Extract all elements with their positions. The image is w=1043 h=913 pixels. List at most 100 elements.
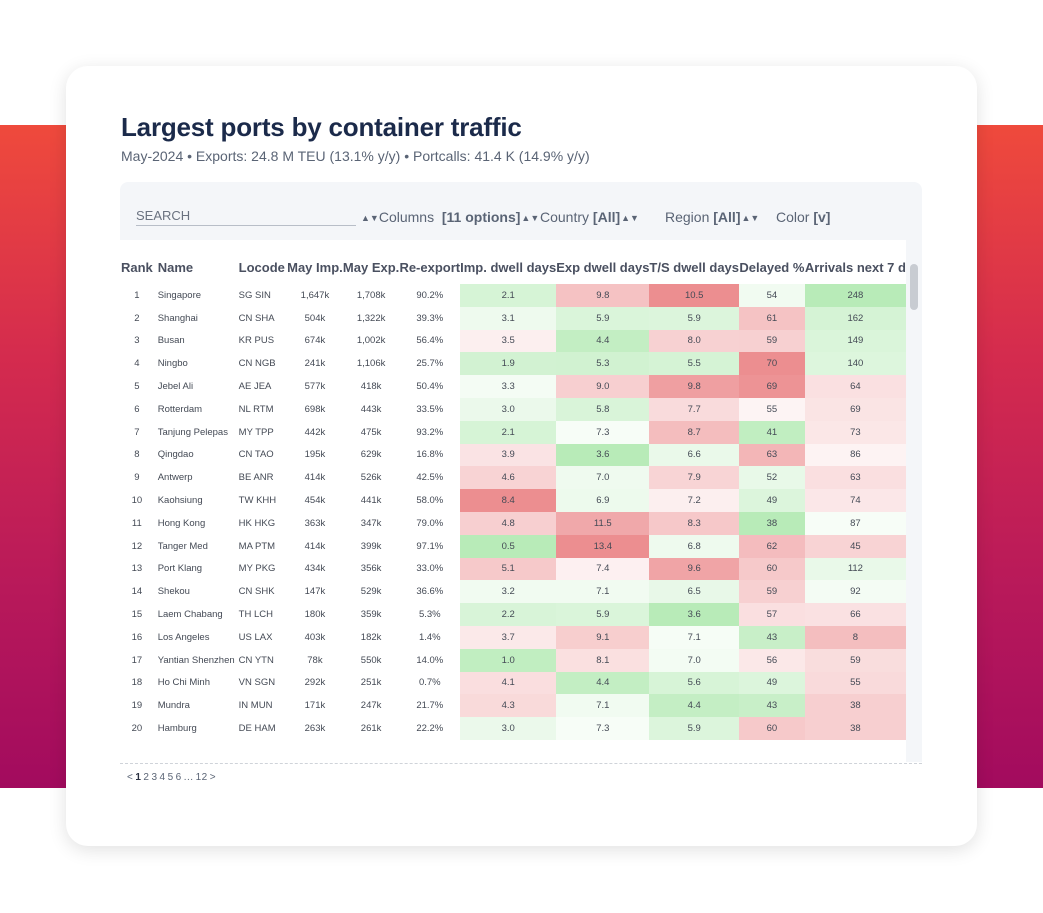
table-row[interactable]: 15 Laem Chabang TH LCH 180k 359k 5.3% 2.2 5.9 3.… [120, 603, 906, 626]
col-re-export-cell: 58.0% [416, 495, 444, 507]
table-row[interactable]: 5 Jebel Ali AE JEA 577k 418k 50.4% 3.3 9.0 9.8 69… [120, 375, 906, 398]
pager-page-1[interactable]: 1 [135, 772, 142, 783]
col-locode-cell: TH LCH [238, 609, 273, 621]
col-name-cell: Hamburg [157, 723, 197, 735]
table-row[interactable]: 4 Ningbo CN NGB 241k 1,106k 25.7% 1.9 5.3 5.5 70 1… [120, 352, 906, 376]
col-delayed-cell: 52 [739, 466, 805, 490]
pager-page-3[interactable]: 3 [151, 772, 158, 783]
pager-page-4[interactable]: 4 [159, 772, 166, 783]
header-col-locode[interactable]: Locode [238, 259, 285, 275]
table-row[interactable]: 19 Mundra IN MUN 171k 247k 21.7% 4.3 7.1 4.4 43 38 [120, 694, 906, 718]
header-col-re-export[interactable]: Re-export [399, 259, 461, 275]
country-value: [All] [592, 209, 621, 225]
table-row[interactable]: 1 Singapore SG SIN 1,647k 1,708k 90.2% 2.1 9.8 1… [120, 284, 906, 307]
col-exp-dwell-cell: 4.4 [556, 671, 650, 695]
table-viewport: Rank Name Locode May Imp. May Exp. Re-export I… [120, 240, 906, 762]
col-may-imp-cell: 195k [304, 449, 326, 461]
col-locode-cell: CN TAO [238, 449, 274, 461]
pager-page-6[interactable]: 6 [175, 772, 182, 783]
scrollbar-thumb[interactable] [910, 264, 918, 310]
col-exp-dwell-cell: 13.4 [556, 534, 650, 558]
col-rank-cell: 4 [134, 358, 140, 370]
col-re-export-cell: 21.7% [416, 700, 444, 712]
table-row[interactable]: 18 Ho Chi Minh VN SGN 292k 251k 0.7% 4.1 4.4 5.6… [120, 671, 906, 695]
col-rank-cell: 17 [131, 654, 143, 666]
table-row[interactable]: 16 Los Angeles US LAX 403k 182k 1.4% 3.7 9.1 7.1… [120, 625, 906, 649]
table-row[interactable]: 12 Tanger Med MA PTM 414k 399k 97.1% 0.5 13.4 6.… [120, 534, 906, 558]
table-row[interactable]: 20 Hamburg DE HAM 263k 261k 22.2% 3.0 7.3 5.9 60 3… [120, 717, 906, 740]
header-col-may-imp[interactable]: May Imp. [287, 259, 343, 275]
col-may-exp-cell: 359k [360, 609, 382, 621]
col-name-cell: Laem Chabang [157, 609, 223, 621]
col-name-cell: Kaohsiung [157, 495, 203, 507]
col-name-cell: Shekou [157, 586, 190, 598]
table-row[interactable]: 11 Hong Kong HK HKG 363k 347k 79.0% 4.8 11.5 8.3… [120, 511, 906, 535]
header-col-may-exp[interactable]: May Exp. [342, 259, 400, 275]
pager-next[interactable]: > [209, 772, 217, 783]
col-locode-cell: MY PKG [238, 563, 276, 575]
pager-page-5[interactable]: 5 [167, 772, 174, 783]
col-delayed-cell: 60 [739, 717, 805, 740]
table-panel: ▲▼Columns [11 options]▲▼ Country [All]▲▼… [120, 182, 922, 762]
header-col-arrivals[interactable]: Arrivals next 7 d [804, 259, 906, 275]
col-may-imp-cell: 454k [304, 495, 326, 507]
col-ts-dwell-cell: 9.8 [649, 375, 740, 398]
table-row[interactable]: 14 Shekou CN SHK 147k 529k 36.6% 3.2 7.1 6.5 59 92 [120, 580, 906, 604]
region-select[interactable]: Region [All]▲▼ [665, 209, 759, 225]
table-row[interactable]: 9 Antwerp BE ANR 414k 526k 42.5% 4.6 7.0 7.9 52 63 [120, 466, 906, 490]
col-rank-cell: 14 [131, 586, 143, 598]
header-col-exp-dwell[interactable]: Exp dwell days [556, 259, 650, 275]
col-may-exp-cell: 475k [360, 426, 382, 438]
col-re-export-cell: 33.5% [416, 403, 444, 415]
table-scrollbar[interactable] [906, 240, 922, 762]
col-rank-cell: 11 [131, 517, 142, 529]
pager-prev[interactable]: < [127, 772, 134, 783]
header-col-delayed[interactable]: Delayed % [739, 259, 805, 275]
col-arrivals-cell: 66 [804, 603, 906, 626]
pager-page-12[interactable]: 12 [195, 772, 208, 783]
columns-select[interactable]: ▲▼Columns [11 options]▲▼ [360, 209, 539, 225]
col-delayed-cell: 57 [739, 603, 805, 626]
col-locode-cell: NL RTM [238, 403, 274, 415]
table-row[interactable]: 7 Tanjung Pelepas MY TPP 442k 475k 93.2% 2.1 7.… [120, 420, 906, 444]
col-delayed-cell: 69 [739, 375, 805, 398]
country-select[interactable]: Country [All]▲▼ [540, 209, 639, 225]
col-may-exp-cell: 418k [360, 381, 382, 393]
col-name-cell: Yantian Shenzhen [157, 654, 235, 666]
col-ts-dwell-cell: 5.9 [649, 717, 740, 740]
col-re-export-cell: 22.2% [416, 723, 444, 735]
col-may-imp-cell: 442k [304, 426, 326, 438]
color-select[interactable]: Color [v] [776, 209, 830, 225]
table-row[interactable]: 10 Kaohsiung TW KHH 454k 441k 58.0% 8.4 6.9 7.2 4… [120, 489, 906, 512]
col-may-exp-cell: 261k [360, 723, 382, 735]
table-row[interactable]: 2 Shanghai CN SHA 504k 1,322k 39.3% 3.1 5.9 5.9 6… [120, 306, 906, 330]
header-col-name[interactable]: Name [157, 259, 194, 275]
columns-label: Columns [378, 209, 435, 225]
table-row[interactable]: 17 Yantian Shenzhen CN YTN 78k 550k 14.0% 1.0 8… [120, 648, 906, 672]
col-delayed-cell: 43 [739, 625, 805, 649]
search-input[interactable] [136, 208, 356, 226]
col-arrivals-cell: 149 [804, 329, 906, 353]
header-col-rank[interactable]: Rank [120, 259, 153, 275]
col-delayed-cell: 55 [739, 397, 805, 421]
header-col-imp-dwell[interactable]: Imp. dwell days [460, 259, 557, 275]
col-imp-dwell-cell: 1.9 [460, 352, 557, 376]
col-may-exp-cell: 441k [360, 495, 382, 507]
col-imp-dwell-cell: 3.3 [460, 375, 557, 398]
col-exp-dwell-cell: 7.3 [556, 717, 650, 740]
col-locode-cell: HK HKG [238, 517, 276, 529]
table-row[interactable]: 13 Port Klang MY PKG 434k 356k 33.0% 5.1 7.4 9.6… [120, 557, 906, 581]
col-ts-dwell-cell: 5.9 [649, 306, 740, 330]
table-row[interactable]: 6 Rotterdam NL RTM 698k 443k 33.5% 3.0 5.8 7.7 55… [120, 397, 906, 421]
col-arrivals-cell: 38 [804, 694, 906, 718]
col-rank-cell: 2 [134, 312, 140, 324]
header-col-ts-dwell[interactable]: T/S dwell days [649, 259, 740, 275]
col-may-imp-cell: 674k [304, 335, 326, 347]
table-row[interactable]: 8 Qingdao CN TAO 195k 629k 16.8% 3.9 3.6 6.6 63 86 [120, 443, 906, 467]
table-row[interactable]: 3 Busan KR PUS 674k 1,002k 56.4% 3.5 4.4 8.0 59 14… [120, 329, 906, 353]
page-subtitle: May-2024 • Exports: 24.8 M TEU (13.1% y/… [121, 148, 590, 164]
col-delayed-cell: 70 [739, 352, 805, 376]
col-name-cell: Los Angeles [157, 631, 210, 643]
pager-page-2[interactable]: 2 [143, 772, 150, 783]
col-name-cell: Qingdao [157, 449, 194, 461]
